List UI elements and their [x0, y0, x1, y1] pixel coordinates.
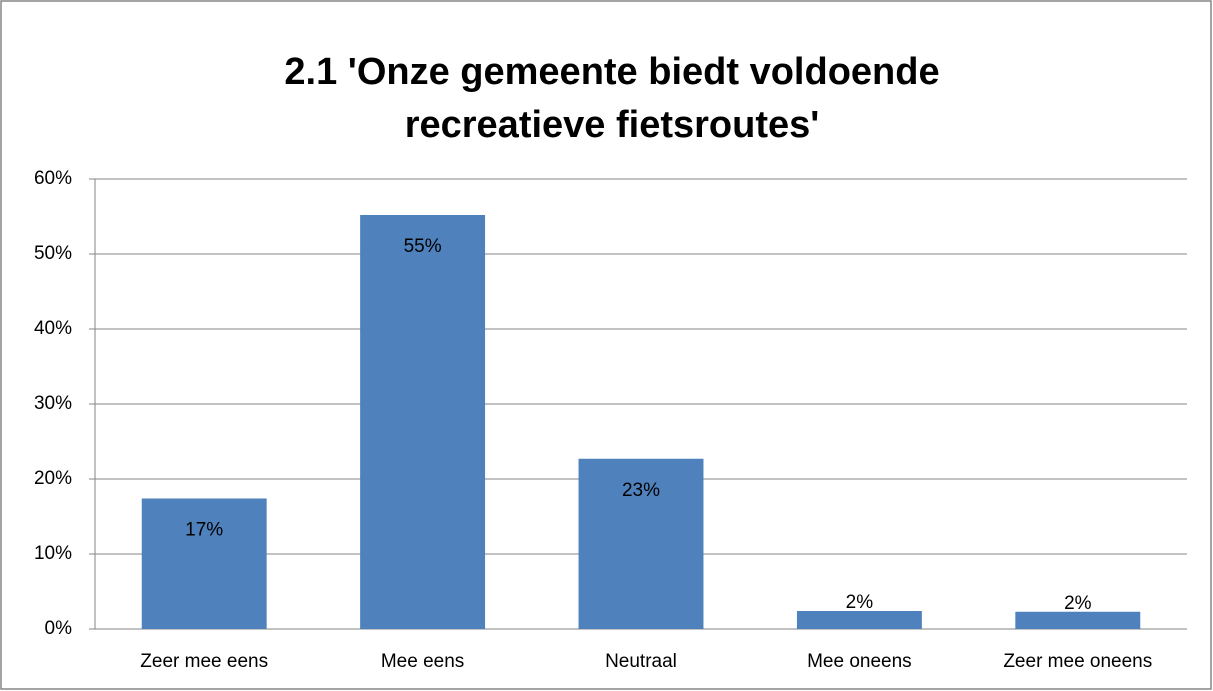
- y-tick-label: 10%: [34, 543, 72, 564]
- y-tick-label: 0%: [45, 618, 73, 639]
- x-tick-label: Zeer mee oneens: [1003, 651, 1152, 672]
- y-tick-label: 20%: [34, 468, 72, 489]
- x-tick-label: Mee eens: [381, 651, 464, 672]
- bar: [578, 458, 704, 629]
- y-tick-label: 40%: [34, 318, 72, 339]
- y-tick-label: 60%: [34, 168, 72, 189]
- y-tick-label: 30%: [34, 393, 72, 414]
- data-label: 55%: [404, 236, 442, 257]
- data-label: 2%: [1064, 593, 1092, 614]
- x-tick-label: Neutraal: [605, 651, 677, 672]
- bar: [796, 611, 922, 629]
- chart-title: recreatieve fietsroutes': [405, 104, 820, 146]
- chart-title: 2.1 'Onze gemeente biedt voldoende: [284, 51, 939, 93]
- data-label: 23%: [622, 480, 660, 501]
- data-label: 17%: [185, 520, 223, 541]
- x-tick-label: Zeer mee eens: [140, 651, 268, 672]
- x-tick-label: Mee oneens: [807, 651, 912, 672]
- bar: [141, 498, 267, 629]
- data-label: 2%: [846, 592, 874, 613]
- bar: [1015, 611, 1141, 629]
- y-tick-label: 50%: [34, 243, 72, 264]
- bar: [360, 215, 486, 629]
